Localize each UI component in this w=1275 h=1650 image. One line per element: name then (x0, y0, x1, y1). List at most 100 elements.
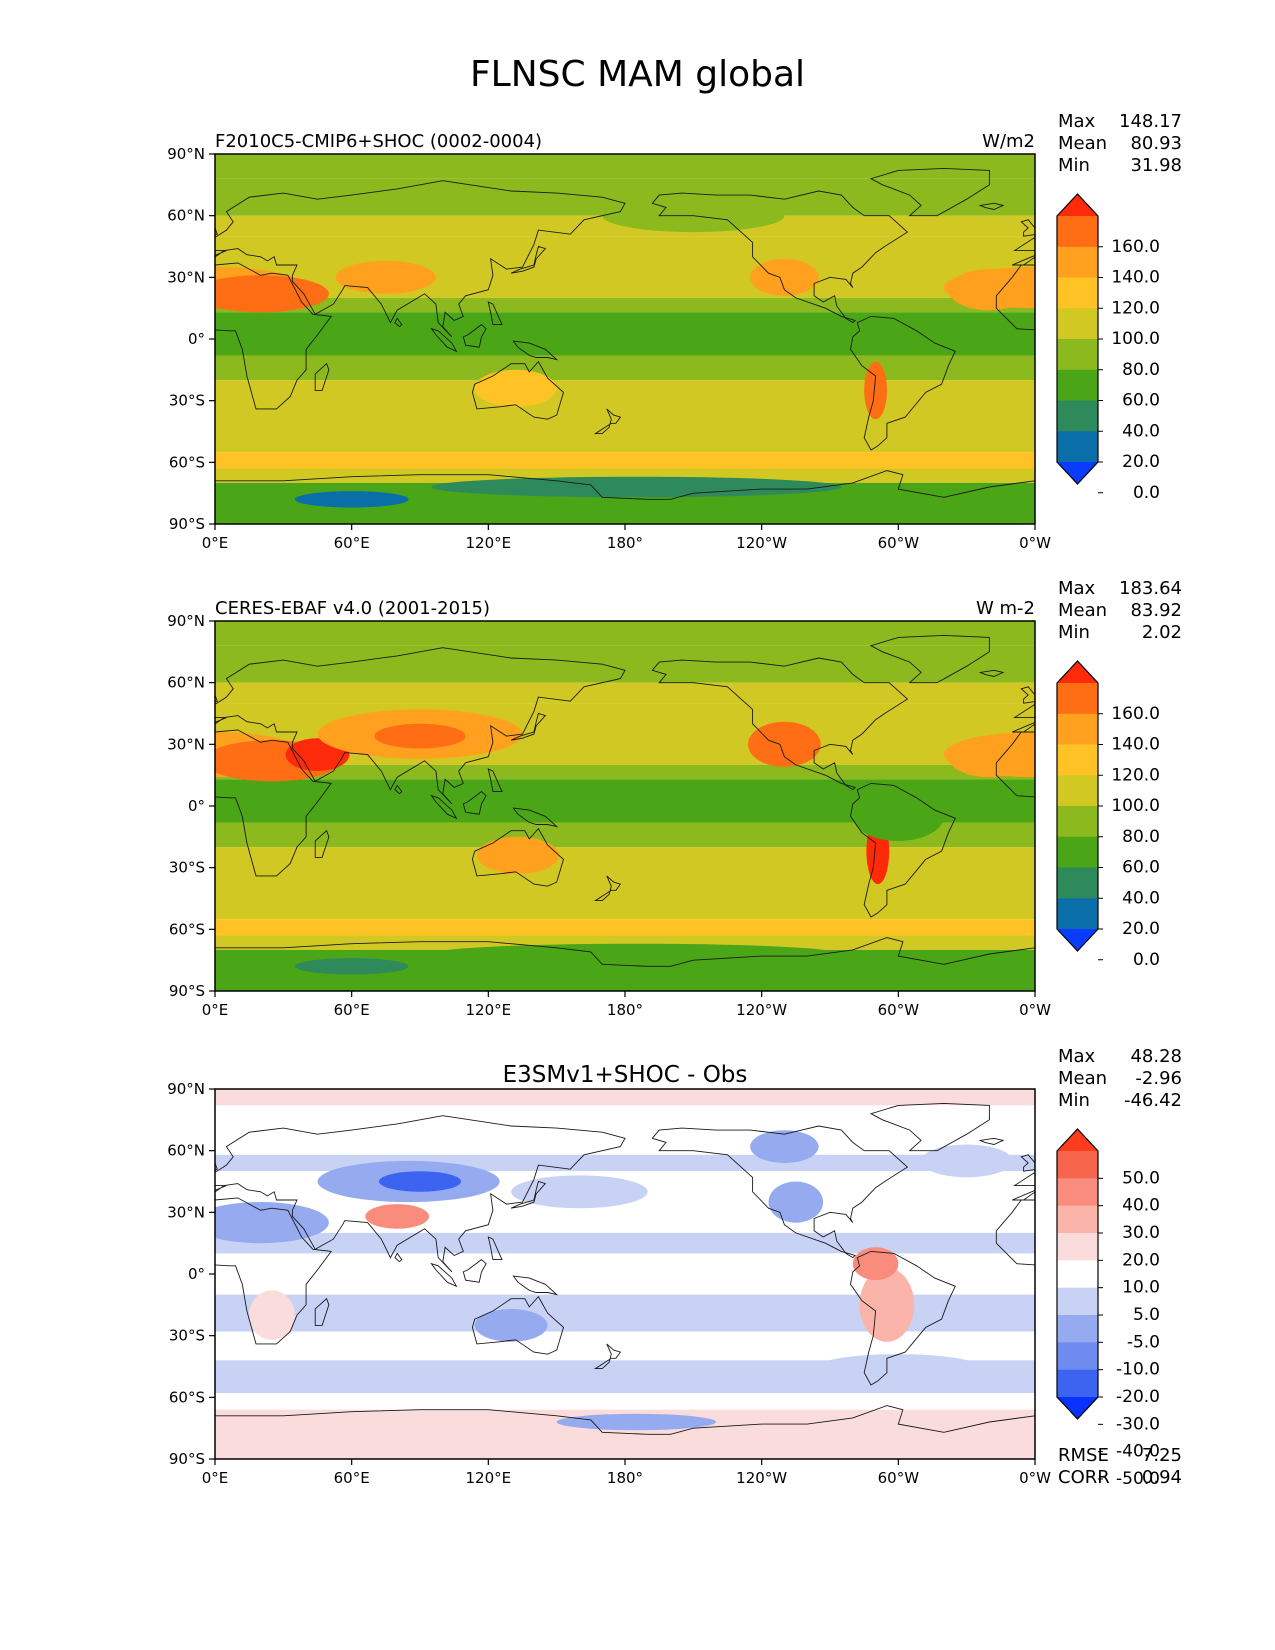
colorbar: 160.0 140.0 120.0 100.0 80.0 60.0 40.0 20.0 0.0 (1056, 660, 1160, 970)
stat-label: Mean (1058, 1068, 1107, 1089)
coastline-newguinea (512, 1275, 559, 1296)
field-anomaly (768, 1181, 824, 1223)
colorbar-label: 20.0 (1122, 919, 1160, 939)
field-anomaly (431, 476, 842, 498)
colorbar-label: 40.0 (1122, 421, 1160, 441)
y-tick-label: 30°N (167, 735, 205, 753)
y-tick-label: 30°N (167, 1203, 205, 1221)
colorbar-extend-max (1057, 194, 1098, 216)
colorbar-segment (1057, 713, 1098, 746)
field-anomaly (249, 1290, 295, 1340)
colorbar-segment (1057, 1151, 1098, 1179)
colorbar-segment (1057, 898, 1098, 930)
coastline-madagascar (314, 1297, 330, 1326)
stat-value: 183.64 (1119, 578, 1182, 599)
stat-label: Min (1058, 1090, 1090, 1111)
field-anomaly (374, 723, 466, 749)
coastline-arabia_islands (394, 784, 403, 795)
colorbar-label: 0.0 (1133, 950, 1160, 970)
colorbar-segment (1057, 339, 1098, 371)
coastline-sumatra (430, 794, 458, 820)
x-tick-label: 0°E (202, 534, 229, 552)
colorbar-segment (1057, 369, 1098, 402)
field-anomaly (476, 836, 559, 874)
field-anomaly (864, 361, 887, 420)
coastline-borneo (462, 1259, 487, 1283)
colorbar-label: 100.0 (1111, 329, 1160, 349)
field-anomaly (948, 736, 1031, 778)
field-band (215, 621, 1035, 646)
coastline-arabia_islands (394, 1252, 403, 1263)
y-tick-label: 90°N (167, 145, 205, 163)
field-anomaly (948, 269, 1031, 311)
x-tick-label: 60°E (334, 534, 370, 552)
panel-title: CERES-EBAF v4.0 (2001-2015) (215, 598, 490, 619)
stat-value: -46.42 (1124, 1090, 1182, 1111)
coastline-uk (215, 227, 218, 235)
field-band (215, 682, 1035, 704)
colorbar-label: 0.0 (1133, 483, 1160, 503)
field-band (215, 1253, 1035, 1295)
x-tick-label: 120°W (736, 1001, 787, 1019)
coastline-uk (215, 694, 218, 702)
coastline-samerica (850, 315, 956, 451)
field-band (215, 935, 1035, 950)
x-tick-label: 120°E (466, 1469, 512, 1487)
y-tick-label: 90°N (167, 612, 205, 630)
field-anomaly (852, 1247, 899, 1281)
y-tick-label: 90°S (169, 982, 205, 1000)
colorbar-label: -30.0 (1116, 1414, 1160, 1434)
x-tick-label: 180° (607, 1469, 643, 1487)
field-anomaly (465, 787, 603, 817)
y-tick-label: 90°S (169, 1450, 205, 1468)
x-tick-label: 0°W (1019, 1469, 1051, 1487)
colorbar-label: -50.0 (1116, 1469, 1160, 1489)
field-anomaly (818, 1354, 978, 1379)
colorbar-label: 120.0 (1111, 765, 1160, 785)
field-band (215, 847, 1035, 919)
coastline-uk (1020, 219, 1035, 237)
colorbar-label: -5.0 (1127, 1332, 1160, 1352)
x-tick-label: 0°E (202, 1469, 229, 1487)
field-band (215, 1089, 1035, 1106)
coastlines (215, 1102, 1035, 1459)
coastline-japan (510, 1180, 547, 1209)
map-field (215, 154, 1035, 524)
coastlines (215, 634, 1035, 991)
colorbar-label: 30.0 (1122, 1223, 1160, 1243)
field-band (215, 1126, 1035, 1155)
colorbar-label: 40.0 (1122, 1196, 1160, 1216)
x-tick-label: 60°W (878, 534, 920, 552)
y-tick-label: 60°N (167, 207, 205, 225)
colorbar-label: 5.0 (1133, 1305, 1160, 1325)
x-tick-label: 60°E (334, 1001, 370, 1019)
field-band (215, 297, 1035, 313)
field-band (215, 764, 1035, 780)
y-tick-label: 90°N (167, 1080, 205, 1098)
coastline-newguinea (512, 807, 559, 828)
field-anomaly (852, 791, 944, 841)
x-tick-label: 60°W (878, 1469, 920, 1487)
x-tick-label: 120°E (466, 534, 512, 552)
colorbar-label: 120.0 (1111, 298, 1160, 318)
stat-value: 31.98 (1130, 155, 1182, 176)
coastline-nz (593, 408, 622, 435)
field-anomaly (215, 275, 329, 313)
field-band (215, 355, 1035, 381)
coastline-uk (215, 1162, 218, 1170)
metric-label: CORR (1058, 1467, 1110, 1488)
coastline-samerica (850, 1250, 956, 1386)
colorbar-segment (1057, 836, 1098, 869)
coastline-borneo (462, 324, 487, 348)
coastline-australia (471, 360, 565, 420)
coastline-antarctica (215, 937, 1035, 991)
y-tick-label: 60°N (167, 674, 205, 692)
coastline-eurasia (215, 1115, 626, 1273)
coastline-africa (215, 729, 333, 877)
colorbar-label: 40.0 (1122, 888, 1160, 908)
colorbar-extend-min (1057, 1397, 1098, 1419)
y-tick-label: 30°S (169, 392, 205, 410)
colorbar-segment (1057, 308, 1098, 340)
colorbar-extend-max (1057, 661, 1098, 683)
